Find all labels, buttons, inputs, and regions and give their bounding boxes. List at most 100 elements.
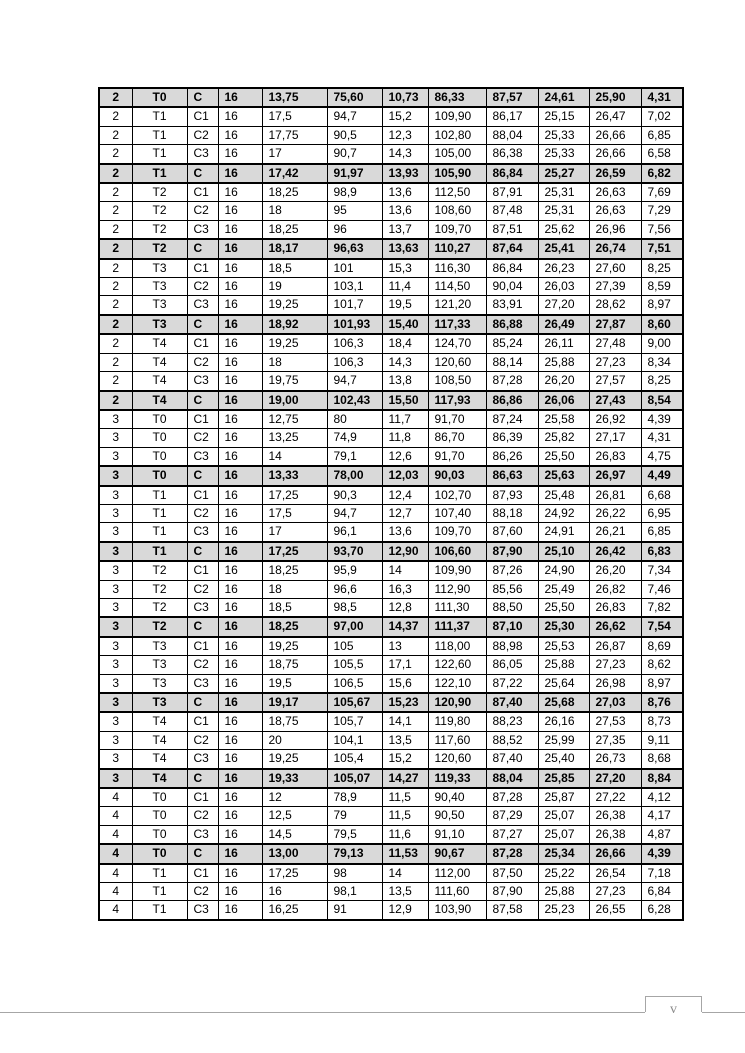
table-row: 4 T1 C2 16 16 98,1 13,5 111,60 87,90 25,88 27,23 6,… [98,882,684,902]
cell: 90,04 [485,277,539,297]
cell: T2 [131,219,188,240]
cell: 91,70 [427,409,487,430]
cell: T0 [131,787,188,808]
cell: 27,22 [588,787,642,808]
cell: 26,66 [588,843,642,865]
cell: C3 [186,144,219,165]
cell: 107,40 [427,503,487,524]
cell: 83,91 [485,295,539,316]
cell: C3 [186,371,219,391]
cell: 11,8 [381,428,429,448]
cell: C [186,540,219,563]
table-body: 2 T0 C 16 13,75 75,60 10,73 86,33 87,57 24,61 25,9… [98,86,684,921]
cell: 18,5 [261,597,328,618]
cell: 19,25 [261,636,328,657]
cell: 9,11 [640,730,684,751]
cell: C1 [186,333,219,354]
cell: 87,26 [485,560,539,581]
cell: 10,73 [381,86,429,109]
cell: 13 [381,636,429,657]
cell: 8,68 [640,749,684,770]
cell: 12,5 [261,806,328,826]
cell: 18,17 [261,238,328,260]
cell: 2 [98,182,133,203]
cell: 3 [98,636,133,657]
cell: 86,26 [485,446,539,467]
cell: 3 [98,691,133,714]
table-row: 4 T0 C2 16 12,5 79 11,5 90,50 87,29 25,07 26,38 4,1… [98,806,684,826]
cell: C3 [186,522,219,543]
cell: C3 [186,900,219,921]
cell: 14 [381,863,429,884]
cell: 19,25 [261,749,328,770]
cell: 26,49 [537,313,590,336]
cell: 108,60 [427,201,487,221]
cell: 27,20 [537,295,590,316]
cell: C3 [186,824,219,845]
cell: 16 [217,219,263,240]
cell: 90,5 [326,125,383,146]
summary-row: 2 T4 C 16 19,00 102,43 15,50 117,93 86,86 26,06 27… [98,389,684,411]
cell: 3 [98,409,133,430]
table-row: 3 T3 C2 16 18,75 105,5 17,1 122,60 86,05 25,88 27,… [98,655,684,675]
cell: 18,75 [261,711,328,732]
cell: 105,67 [326,691,383,714]
table-row: 3 T2 C3 16 18,5 98,5 12,8 111,30 88,50 25,50 26,83… [98,597,684,618]
cell: 25,48 [537,485,590,505]
cell: 74,9 [326,428,383,448]
cell: 6,84 [640,882,684,902]
table-row: 2 T2 C1 16 18,25 98,9 13,6 112,50 87,91 25,31 26,6… [98,182,684,203]
cell: 25,68 [537,691,590,714]
cell: 86,33 [427,86,487,109]
cell: 87,51 [485,219,539,240]
cell: 2 [98,219,133,240]
cell: 12,90 [381,540,429,563]
table-row: 2 T1 C3 16 17 90,7 14,3 105,00 86,38 25,33 26,66 6,… [98,144,684,165]
cell: 85,56 [485,579,539,599]
cell: 3 [98,673,133,694]
cell: T0 [131,428,188,448]
cell: 12,03 [381,465,429,487]
cell: 16 [217,277,263,297]
table-row: 3 T4 C2 16 20 104,1 13,5 117,60 88,52 25,99 27,35 9… [98,730,684,751]
cell: 116,30 [427,258,487,279]
cell: 15,2 [381,106,429,127]
cell: 16 [217,711,263,732]
cell: 18,25 [261,219,328,240]
cell: 18,25 [261,560,328,581]
table-row: 4 T0 C1 16 12 78,9 11,5 90,40 87,28 25,87 27,22 4,1… [98,787,684,808]
cell: 109,70 [427,522,487,543]
table-row: 2 T3 C1 16 18,5 101 15,3 116,30 86,84 26,23 27,60 8… [98,258,684,279]
cell: 26,21 [588,522,642,543]
cell: 13,5 [381,882,429,902]
cell: 4,17 [640,806,684,826]
cell: T1 [131,863,188,884]
cell: 87,28 [485,843,539,865]
cell: 2 [98,333,133,354]
cell: 3 [98,560,133,581]
cell: 4 [98,900,133,921]
cell: 26,62 [588,616,642,638]
cell: C2 [186,579,219,599]
cell: 112,50 [427,182,487,203]
cell: 88,52 [485,730,539,751]
summary-row: 2 T2 C 16 18,17 96,63 13,63 110,27 87,64 25,41 26,… [98,238,684,260]
cell: 25,07 [537,824,590,845]
cell: C [186,767,219,790]
cell: 17,75 [261,125,328,146]
cell: 8,60 [640,313,684,336]
cell: 120,60 [427,749,487,770]
cell: 18,92 [261,313,328,336]
cell: 16 [217,900,263,921]
cell: 19 [261,277,328,297]
cell: C2 [186,277,219,297]
cell: 3 [98,749,133,770]
cell: 16 [217,409,263,430]
cell: 90,7 [326,144,383,165]
cell: 90,67 [427,843,487,865]
cell: 95,9 [326,560,383,581]
cell: 3 [98,579,133,599]
cell: 25,53 [537,636,590,657]
cell: 16 [217,882,263,902]
